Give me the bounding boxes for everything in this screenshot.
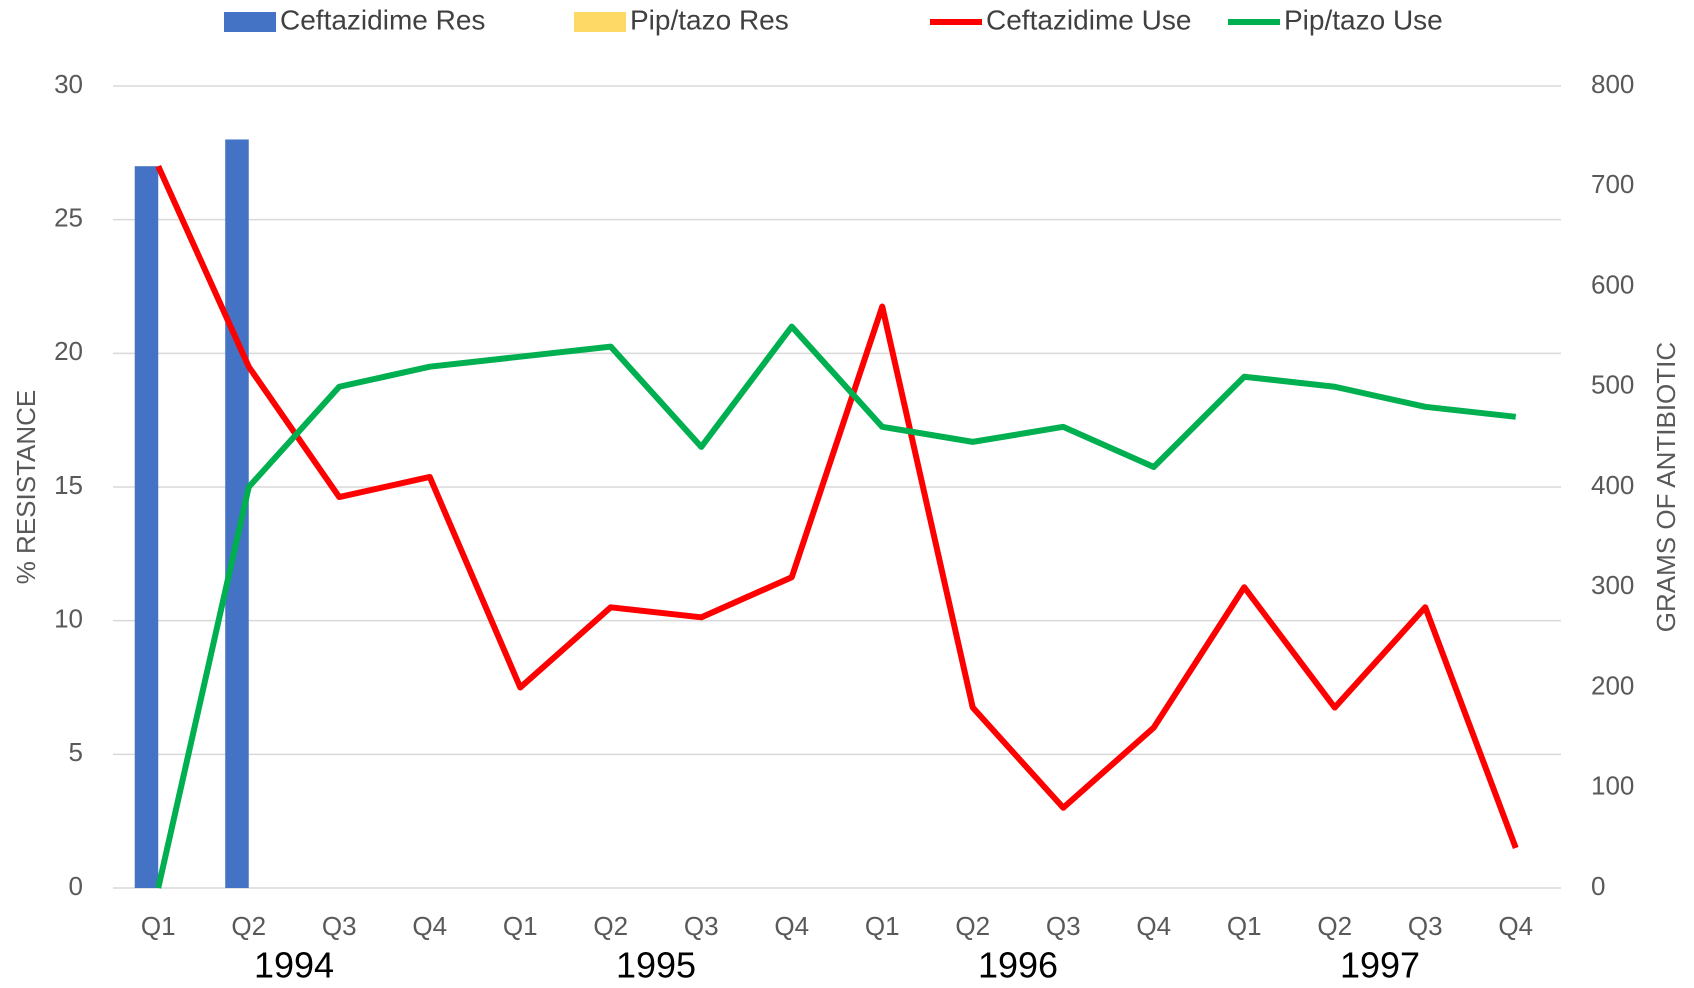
- y-axis-title: % RESISTANCE: [11, 390, 41, 585]
- legend-swatch: [574, 12, 626, 32]
- line: [155, 164, 1519, 849]
- x-tick-label: Q3: [1408, 911, 1443, 941]
- x-tick-label: Q4: [412, 911, 447, 941]
- x-tick-label: Q1: [1227, 911, 1262, 941]
- y2-tick-label: 100: [1591, 771, 1634, 801]
- y2-tick-label: 800: [1591, 69, 1634, 99]
- x-tick-label: Q1: [865, 911, 900, 941]
- x-tick-label: Q2: [231, 911, 266, 941]
- y-tick-label: 0: [69, 871, 83, 901]
- x-tick-label: Q1: [141, 911, 176, 941]
- y-tick-label: 5: [69, 737, 83, 767]
- y-tick-label: 20: [54, 336, 83, 366]
- y-tick-label: 25: [54, 203, 83, 233]
- year-label: 1995: [616, 945, 696, 986]
- y-tick-label: 10: [54, 604, 83, 634]
- legend-label: Ceftazidime Res: [280, 4, 485, 35]
- x-tick-label: Q4: [774, 911, 809, 941]
- legend-label: Pip/tazo Use: [1284, 4, 1443, 35]
- x-tick-label: Q3: [322, 911, 357, 941]
- y2-axis-title: GRAMS OF ANTIBIOTIC: [1651, 342, 1681, 632]
- x-tick-label: Q2: [955, 911, 990, 941]
- y2-tick-label: 500: [1591, 370, 1634, 400]
- y2-tick-label: 400: [1591, 470, 1634, 500]
- x-tick-label: Q1: [503, 911, 538, 941]
- y2-tick-label: 700: [1591, 169, 1634, 199]
- year-label: 1996: [978, 945, 1058, 986]
- y2-tick-label: 600: [1591, 269, 1634, 299]
- x-tick-label: Q2: [593, 911, 628, 941]
- year-label: 1994: [254, 945, 334, 986]
- x-tick-label: Q4: [1498, 911, 1533, 941]
- y-tick-label: 30: [54, 69, 83, 99]
- legend-label: Pip/tazo Res: [630, 4, 789, 35]
- legend-swatch: [224, 12, 276, 32]
- x-tick-label: Q3: [1046, 911, 1081, 941]
- line: [155, 323, 1517, 889]
- x-tick-label: Q3: [684, 911, 719, 941]
- y2-tick-label: 200: [1591, 670, 1634, 700]
- x-tick-label: Q4: [1136, 911, 1171, 941]
- y2-tick-label: 0: [1591, 871, 1605, 901]
- y2-tick-label: 300: [1591, 570, 1634, 600]
- year-label: 1997: [1340, 945, 1420, 986]
- y-tick-label: 15: [54, 470, 83, 500]
- bar: [134, 166, 159, 888]
- legend-label: Ceftazidime Use: [986, 4, 1191, 35]
- x-tick-label: Q2: [1317, 911, 1352, 941]
